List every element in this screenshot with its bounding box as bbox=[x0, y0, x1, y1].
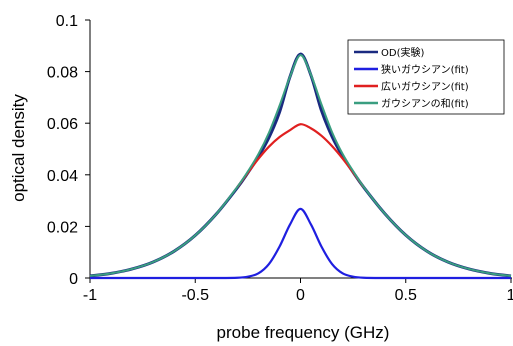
x-tick-label: 1 bbox=[507, 287, 513, 304]
series-gaussian-sum bbox=[89, 54, 512, 277]
x-tick-label: -0.5 bbox=[181, 287, 209, 304]
y-tick-label: 0 bbox=[69, 271, 78, 288]
legend-label: OD(実験) bbox=[381, 46, 424, 59]
plot-area: -1 -0.5 0 0.5 1 0 0.02 0.04 0.06 0.08 0.1 bbox=[47, 13, 513, 304]
x-tick-labels: -1 -0.5 0 0.5 1 bbox=[83, 287, 513, 304]
legend-items: OD(実験) 狭いガウシアン(fit) 広いガウシアン(fit) ガウシアンの和(fi… bbox=[354, 46, 469, 110]
y-tick-label: 0.06 bbox=[47, 116, 78, 133]
legend-label: 広いガウシアン(fit) bbox=[381, 80, 469, 93]
y-tick-labels: 0 0.02 0.04 0.06 0.08 0.1 bbox=[47, 13, 78, 288]
x-axis-label: probe frequency (GHz) bbox=[217, 323, 390, 342]
y-tick-label: 0.02 bbox=[47, 219, 78, 236]
legend-label: 狭いガウシアン(fit) bbox=[381, 63, 469, 76]
y-tick-label: 0.08 bbox=[47, 65, 78, 82]
y-axis-label: optical density bbox=[9, 94, 28, 202]
legend-label: ガウシアンの和(fit) bbox=[381, 98, 469, 110]
y-tick-label: 0.04 bbox=[47, 168, 78, 185]
legend: OD(実験) 狭いガウシアン(fit) 広いガウシアン(fit) ガウシアンの和(fi… bbox=[347, 39, 505, 115]
series-layer bbox=[89, 52, 512, 280]
y-tick-label: 0.1 bbox=[56, 13, 78, 30]
x-tick-label: 0.5 bbox=[395, 287, 417, 304]
series-narrow-gaussian bbox=[90, 207, 511, 280]
x-tick-label: -1 bbox=[83, 287, 97, 304]
x-tick-label: 0 bbox=[296, 287, 305, 304]
series-broad-gaussian bbox=[236, 123, 365, 188]
y-tick-marks bbox=[85, 19, 90, 279]
